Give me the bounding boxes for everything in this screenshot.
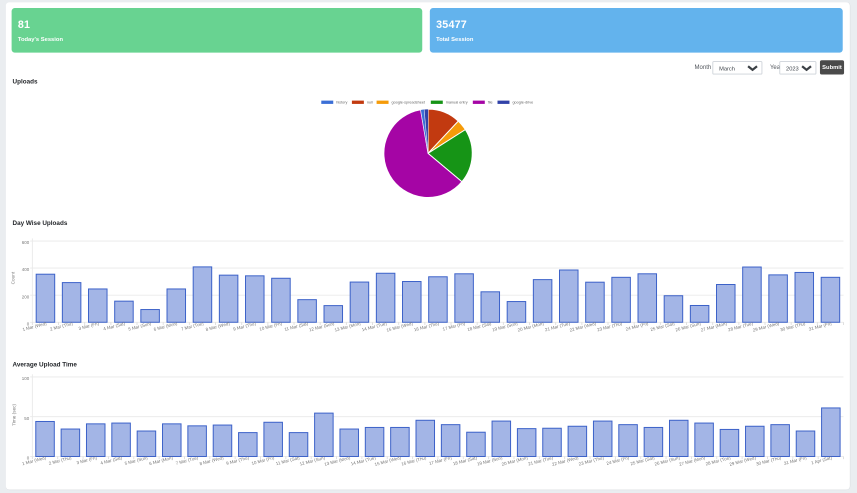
svg-text:6 Mar (Mon): 6 Mar (Mon)	[153, 321, 178, 332]
svg-text:google-spreadsheet: google-spreadsheet	[392, 101, 426, 105]
svg-text:30 Mar (Thu): 30 Mar (Thu)	[756, 455, 783, 467]
svg-text:4 Mar (Sat): 4 Mar (Sat)	[103, 321, 126, 332]
svg-text:11 Mar (Sat): 11 Mar (Sat)	[284, 321, 309, 332]
svg-text:7 Mar (Tue): 7 Mar (Tue)	[180, 321, 204, 332]
svg-text:Count: Count	[11, 271, 16, 284]
svg-text:8 Mar (Wed): 8 Mar (Wed)	[205, 321, 231, 332]
svg-text:18 Mar (Sat): 18 Mar (Sat)	[467, 321, 493, 332]
svg-text:20 Mar (Mon): 20 Mar (Mon)	[517, 321, 545, 333]
svg-text:10 Mar (Fri): 10 Mar (Fri)	[259, 321, 283, 332]
svg-text:history: history	[336, 101, 347, 105]
svg-text:26 Mar (Sun): 26 Mar (Sun)	[654, 455, 681, 467]
svg-text:4 Mar (Sat): 4 Mar (Sat)	[100, 455, 123, 466]
svg-text:21 Mar (Tue): 21 Mar (Tue)	[544, 321, 570, 333]
svg-text:23 Mar (Thu): 23 Mar (Thu)	[597, 321, 624, 333]
svg-text:26 Mar (Sun): 26 Mar (Sun)	[675, 321, 702, 333]
svg-text:9 Mar (Thu): 9 Mar (Thu)	[226, 455, 250, 466]
svg-text:19 Mar (Sun): 19 Mar (Sun)	[476, 455, 503, 467]
svg-text:28 Mar (Tue): 28 Mar (Tue)	[728, 321, 754, 333]
svg-text:30 Mar (Thu): 30 Mar (Thu)	[780, 321, 807, 333]
svg-text:8 Mar (Wed): 8 Mar (Wed)	[199, 455, 225, 466]
svg-text:12 Mar (Sun): 12 Mar (Sun)	[308, 321, 335, 333]
svg-text:22 Mar (Wed): 22 Mar (Wed)	[551, 455, 579, 467]
svg-text:Time (sec): Time (sec)	[12, 403, 17, 425]
svg-text:24 Mar (Fri): 24 Mar (Fri)	[625, 321, 649, 332]
svg-text:google-drive: google-drive	[512, 101, 533, 105]
svg-text:200: 200	[22, 294, 30, 299]
svg-text:600: 600	[22, 240, 30, 245]
svg-text:3 Mar (Fri): 3 Mar (Fri)	[76, 455, 98, 465]
svg-text:20 Mar (Mon): 20 Mar (Mon)	[501, 455, 529, 467]
svg-text:21 Mar (Tue): 21 Mar (Tue)	[528, 455, 554, 467]
svg-text:25 Mar (Sat): 25 Mar (Sat)	[630, 455, 656, 466]
svg-text:15 Mar (Wed): 15 Mar (Wed)	[374, 455, 402, 467]
svg-text:2 Mar (Thu): 2 Mar (Thu)	[48, 455, 72, 466]
svg-text:13 Mar (Mon): 13 Mar (Mon)	[324, 455, 352, 467]
svg-text:25 Mar (Sat): 25 Mar (Sat)	[650, 321, 676, 332]
svg-text:12 Mar (Sun): 12 Mar (Sun)	[299, 455, 326, 467]
svg-text:5 Mar (Sun): 5 Mar (Sun)	[124, 455, 149, 466]
svg-text:31 Mar (Fri): 31 Mar (Fri)	[808, 321, 832, 332]
svg-text:6 Mar (Mon): 6 Mar (Mon)	[149, 455, 174, 466]
svg-text:1 Mar (Wed): 1 Mar (Wed)	[22, 321, 48, 332]
svg-text:22 Mar (Wed): 22 Mar (Wed)	[569, 321, 597, 333]
svg-text:29 Mar (Wed): 29 Mar (Wed)	[752, 321, 780, 333]
svg-text:manual entry: manual entry	[446, 101, 468, 105]
svg-text:1 Apr (Sat): 1 Apr (Sat)	[811, 455, 833, 465]
svg-text:100: 100	[22, 376, 30, 381]
svg-text:14 Mar (Tue): 14 Mar (Tue)	[361, 321, 387, 333]
svg-text:29 Mar (Wed): 29 Mar (Wed)	[729, 455, 757, 467]
svg-text:2 Mar (Thu): 2 Mar (Thu)	[49, 321, 73, 332]
svg-text:3 Mar (Fri): 3 Mar (Fri)	[78, 321, 100, 331]
svg-text:5 Mar (Sun): 5 Mar (Sun)	[128, 321, 153, 332]
svg-text:0: 0	[27, 456, 30, 461]
svg-text:16 Mar (Thu): 16 Mar (Thu)	[401, 455, 428, 467]
svg-text:24 Mar (Fri): 24 Mar (Fri)	[606, 455, 630, 466]
svg-text:15 Mar (Wed): 15 Mar (Wed)	[386, 321, 414, 333]
svg-text:7 Mar (Tue): 7 Mar (Tue)	[175, 455, 199, 466]
svg-text:1 Mar (Wed): 1 Mar (Wed)	[22, 455, 48, 466]
svg-text:16 Mar (Thu): 16 Mar (Thu)	[413, 321, 440, 333]
svg-text:28 Mar (Tue): 28 Mar (Tue)	[705, 455, 731, 467]
svg-text:19 Mar (Sun): 19 Mar (Sun)	[492, 321, 519, 333]
svg-text:10 Mar (Fri): 10 Mar (Fri)	[251, 455, 275, 466]
svg-text:23 Mar (Thu): 23 Mar (Thu)	[578, 455, 605, 467]
svg-text:file: file	[488, 101, 493, 105]
svg-text:0: 0	[27, 321, 30, 326]
svg-text:27 Mar (Mon): 27 Mar (Mon)	[700, 321, 728, 333]
svg-text:17 Mar (Fri): 17 Mar (Fri)	[442, 321, 466, 332]
svg-text:27 Mar (Mon): 27 Mar (Mon)	[679, 455, 707, 467]
svg-text:13 Mar (Mon): 13 Mar (Mon)	[334, 321, 362, 333]
svg-text:400: 400	[22, 267, 30, 272]
svg-text:9 Mar (Thu): 9 Mar (Thu)	[233, 321, 257, 332]
svg-text:31 Mar (Fri): 31 Mar (Fri)	[783, 455, 807, 466]
svg-text:14 Mar (Tue): 14 Mar (Tue)	[350, 455, 376, 467]
svg-text:17 Mar (Fri): 17 Mar (Fri)	[428, 455, 452, 466]
svg-text:null: null	[367, 101, 373, 105]
svg-text:11 Mar (Sat): 11 Mar (Sat)	[275, 455, 300, 466]
svg-text:50: 50	[24, 416, 29, 421]
svg-text:18 Mar (Sat): 18 Mar (Sat)	[452, 455, 478, 466]
